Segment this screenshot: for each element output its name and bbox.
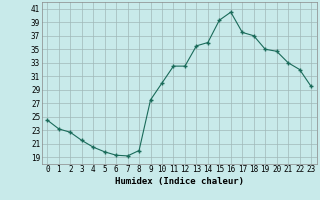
X-axis label: Humidex (Indice chaleur): Humidex (Indice chaleur) [115, 177, 244, 186]
